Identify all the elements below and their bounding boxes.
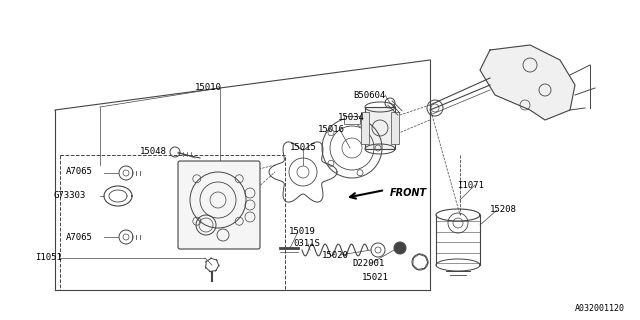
- Text: 0311S: 0311S: [293, 239, 320, 249]
- Text: 15034: 15034: [338, 113, 365, 122]
- Text: D22001: D22001: [352, 260, 384, 268]
- Bar: [344, 116, 360, 124]
- Text: 15015: 15015: [290, 143, 317, 153]
- Text: I1071: I1071: [457, 180, 484, 189]
- Circle shape: [394, 242, 406, 254]
- FancyBboxPatch shape: [178, 161, 260, 249]
- Text: 15020: 15020: [322, 251, 349, 260]
- Text: FRONT: FRONT: [390, 188, 427, 198]
- Text: A7065: A7065: [66, 167, 93, 177]
- Text: I1051: I1051: [35, 253, 62, 262]
- Text: B50604: B50604: [353, 91, 385, 100]
- Text: 15048: 15048: [140, 148, 167, 156]
- Bar: [391, 112, 399, 144]
- Bar: [361, 112, 369, 144]
- Text: 15016: 15016: [318, 125, 345, 134]
- Text: A032001120: A032001120: [575, 304, 625, 313]
- Text: 15019: 15019: [289, 228, 316, 236]
- Text: G73303: G73303: [54, 191, 86, 201]
- Bar: [60, 155, 285, 290]
- Polygon shape: [480, 45, 575, 120]
- Text: 15208: 15208: [490, 205, 517, 214]
- Text: 15021: 15021: [362, 273, 389, 282]
- Text: A7065: A7065: [66, 233, 93, 242]
- Text: 15010: 15010: [195, 84, 222, 92]
- Bar: [365, 107, 395, 149]
